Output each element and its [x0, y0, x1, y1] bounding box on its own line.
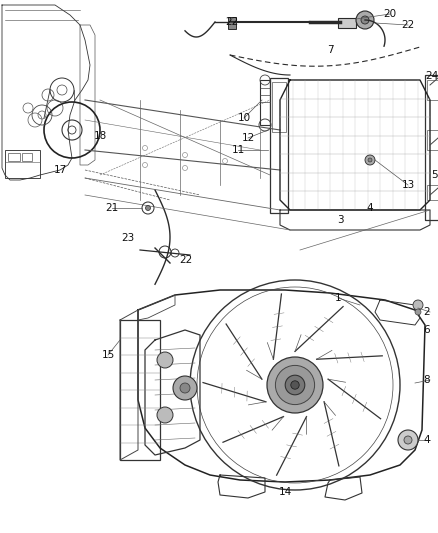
- Text: 4: 4: [424, 435, 430, 445]
- Text: 22: 22: [226, 17, 239, 27]
- Circle shape: [276, 366, 314, 405]
- Circle shape: [398, 430, 418, 450]
- Text: 24: 24: [425, 71, 438, 81]
- Circle shape: [415, 309, 421, 315]
- Bar: [427, 130, 438, 150]
- Bar: [338, 18, 356, 28]
- Circle shape: [356, 11, 374, 29]
- Text: 20: 20: [383, 9, 396, 19]
- Text: 7: 7: [327, 45, 333, 55]
- Text: 13: 13: [401, 180, 415, 190]
- Text: 22: 22: [180, 255, 193, 265]
- Text: 6: 6: [424, 325, 430, 335]
- Text: 22: 22: [401, 20, 415, 30]
- Text: 14: 14: [279, 487, 292, 497]
- Text: 1: 1: [335, 293, 341, 303]
- Bar: [5, 150, 40, 178]
- Bar: [260, 80, 270, 125]
- Text: 23: 23: [121, 233, 134, 243]
- Circle shape: [413, 300, 423, 310]
- Text: 4: 4: [367, 203, 373, 213]
- Circle shape: [285, 375, 305, 395]
- Text: 3: 3: [337, 215, 343, 225]
- Bar: [427, 185, 438, 200]
- Text: 11: 11: [231, 145, 245, 155]
- Bar: [427, 80, 438, 100]
- Circle shape: [145, 206, 151, 211]
- Circle shape: [157, 407, 173, 423]
- Bar: [120, 320, 160, 460]
- Circle shape: [267, 357, 323, 413]
- Text: 17: 17: [53, 165, 67, 175]
- Text: 5: 5: [431, 170, 438, 180]
- Circle shape: [361, 16, 369, 24]
- Text: 10: 10: [237, 113, 251, 123]
- Text: 21: 21: [106, 203, 119, 213]
- Bar: [272, 82, 286, 132]
- Text: 18: 18: [93, 131, 106, 141]
- Circle shape: [173, 376, 197, 400]
- Circle shape: [368, 158, 372, 162]
- Bar: [228, 17, 236, 29]
- Text: 15: 15: [101, 350, 115, 360]
- Bar: [22, 153, 32, 161]
- Text: 12: 12: [241, 133, 254, 143]
- Circle shape: [404, 436, 412, 444]
- Circle shape: [180, 383, 190, 393]
- Circle shape: [291, 381, 299, 389]
- Bar: [425, 75, 438, 220]
- Text: 2: 2: [424, 307, 430, 317]
- Circle shape: [157, 352, 173, 368]
- Bar: [270, 78, 288, 213]
- Circle shape: [365, 155, 375, 165]
- Bar: [8, 153, 20, 161]
- Text: 8: 8: [424, 375, 430, 385]
